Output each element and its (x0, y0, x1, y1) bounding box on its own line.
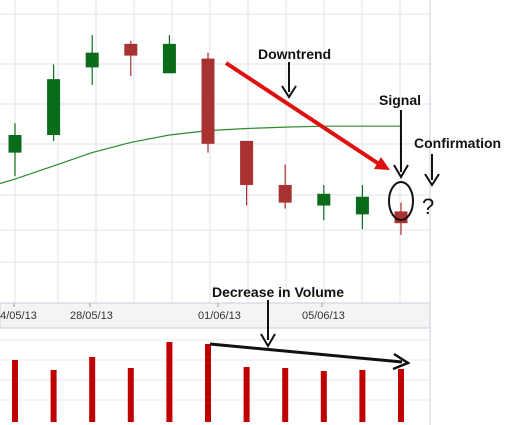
volume-bar (320, 371, 327, 422)
candle-body (8, 135, 22, 153)
candle-body (162, 43, 176, 74)
confirmation-label: Confirmation (414, 135, 501, 151)
candle (85, 35, 99, 86)
axis-band (0, 302, 431, 329)
candle-body (278, 184, 292, 203)
candle-body (47, 79, 61, 135)
annotations: Downtrend Signal Confirmation ? Decrease… (209, 46, 501, 371)
candle-body (124, 43, 138, 56)
candles (8, 35, 408, 235)
volume-bar (243, 367, 250, 422)
volume-bar (127, 368, 134, 422)
volume-bar (205, 344, 211, 422)
downtrend-label: Downtrend (258, 46, 331, 62)
candle (8, 123, 22, 177)
volume-bar (398, 369, 404, 422)
candle-body (317, 193, 331, 206)
signal-pointer-head (393, 164, 409, 179)
candle (317, 184, 331, 221)
x-tick-label: 28/05/13 (70, 310, 113, 322)
volume-note-label: Decrease in Volume (212, 284, 344, 300)
confirmation-pointer-head (424, 173, 440, 187)
x-tick-label: 05/06/13 (302, 310, 345, 322)
volume-pointer-head (260, 333, 276, 348)
volume-bar (166, 342, 173, 422)
downtrend-arrowhead (374, 157, 390, 170)
volume-bar (12, 360, 18, 422)
candle (355, 184, 369, 230)
candle (162, 35, 176, 74)
volume-bar (282, 368, 289, 422)
candle (124, 40, 138, 77)
candle-body (394, 211, 408, 224)
volume-bar (89, 357, 96, 422)
candle (47, 64, 61, 141)
x-tick-label: 24/05/13 (0, 310, 37, 322)
candle (278, 164, 292, 209)
signal-circle (388, 181, 414, 221)
downtrend-pointer-head (281, 85, 297, 99)
candle (394, 202, 408, 235)
candle-body (240, 140, 254, 185)
volume-trend-head (392, 352, 411, 371)
candle-body (201, 58, 215, 144)
x-tick-label: 01/06/13 (198, 310, 241, 322)
signal-label: Signal (379, 92, 421, 108)
volume-bar (50, 370, 57, 422)
candle-body (355, 196, 369, 215)
volume-bars (12, 342, 404, 422)
x-axis-ticks: 24/05/13 28/05/13 01/06/13 05/06/13 (0, 303, 345, 322)
downtrend-trend-line (224, 61, 384, 168)
candle (201, 52, 215, 153)
candle (240, 140, 254, 206)
volume-bar (359, 370, 366, 422)
confirmation-question-mark: ? (422, 194, 434, 219)
candle-body (85, 52, 99, 68)
grid-lines (0, 0, 431, 425)
volume-trend-line (209, 342, 403, 364)
moving-average-line (0, 125, 401, 185)
